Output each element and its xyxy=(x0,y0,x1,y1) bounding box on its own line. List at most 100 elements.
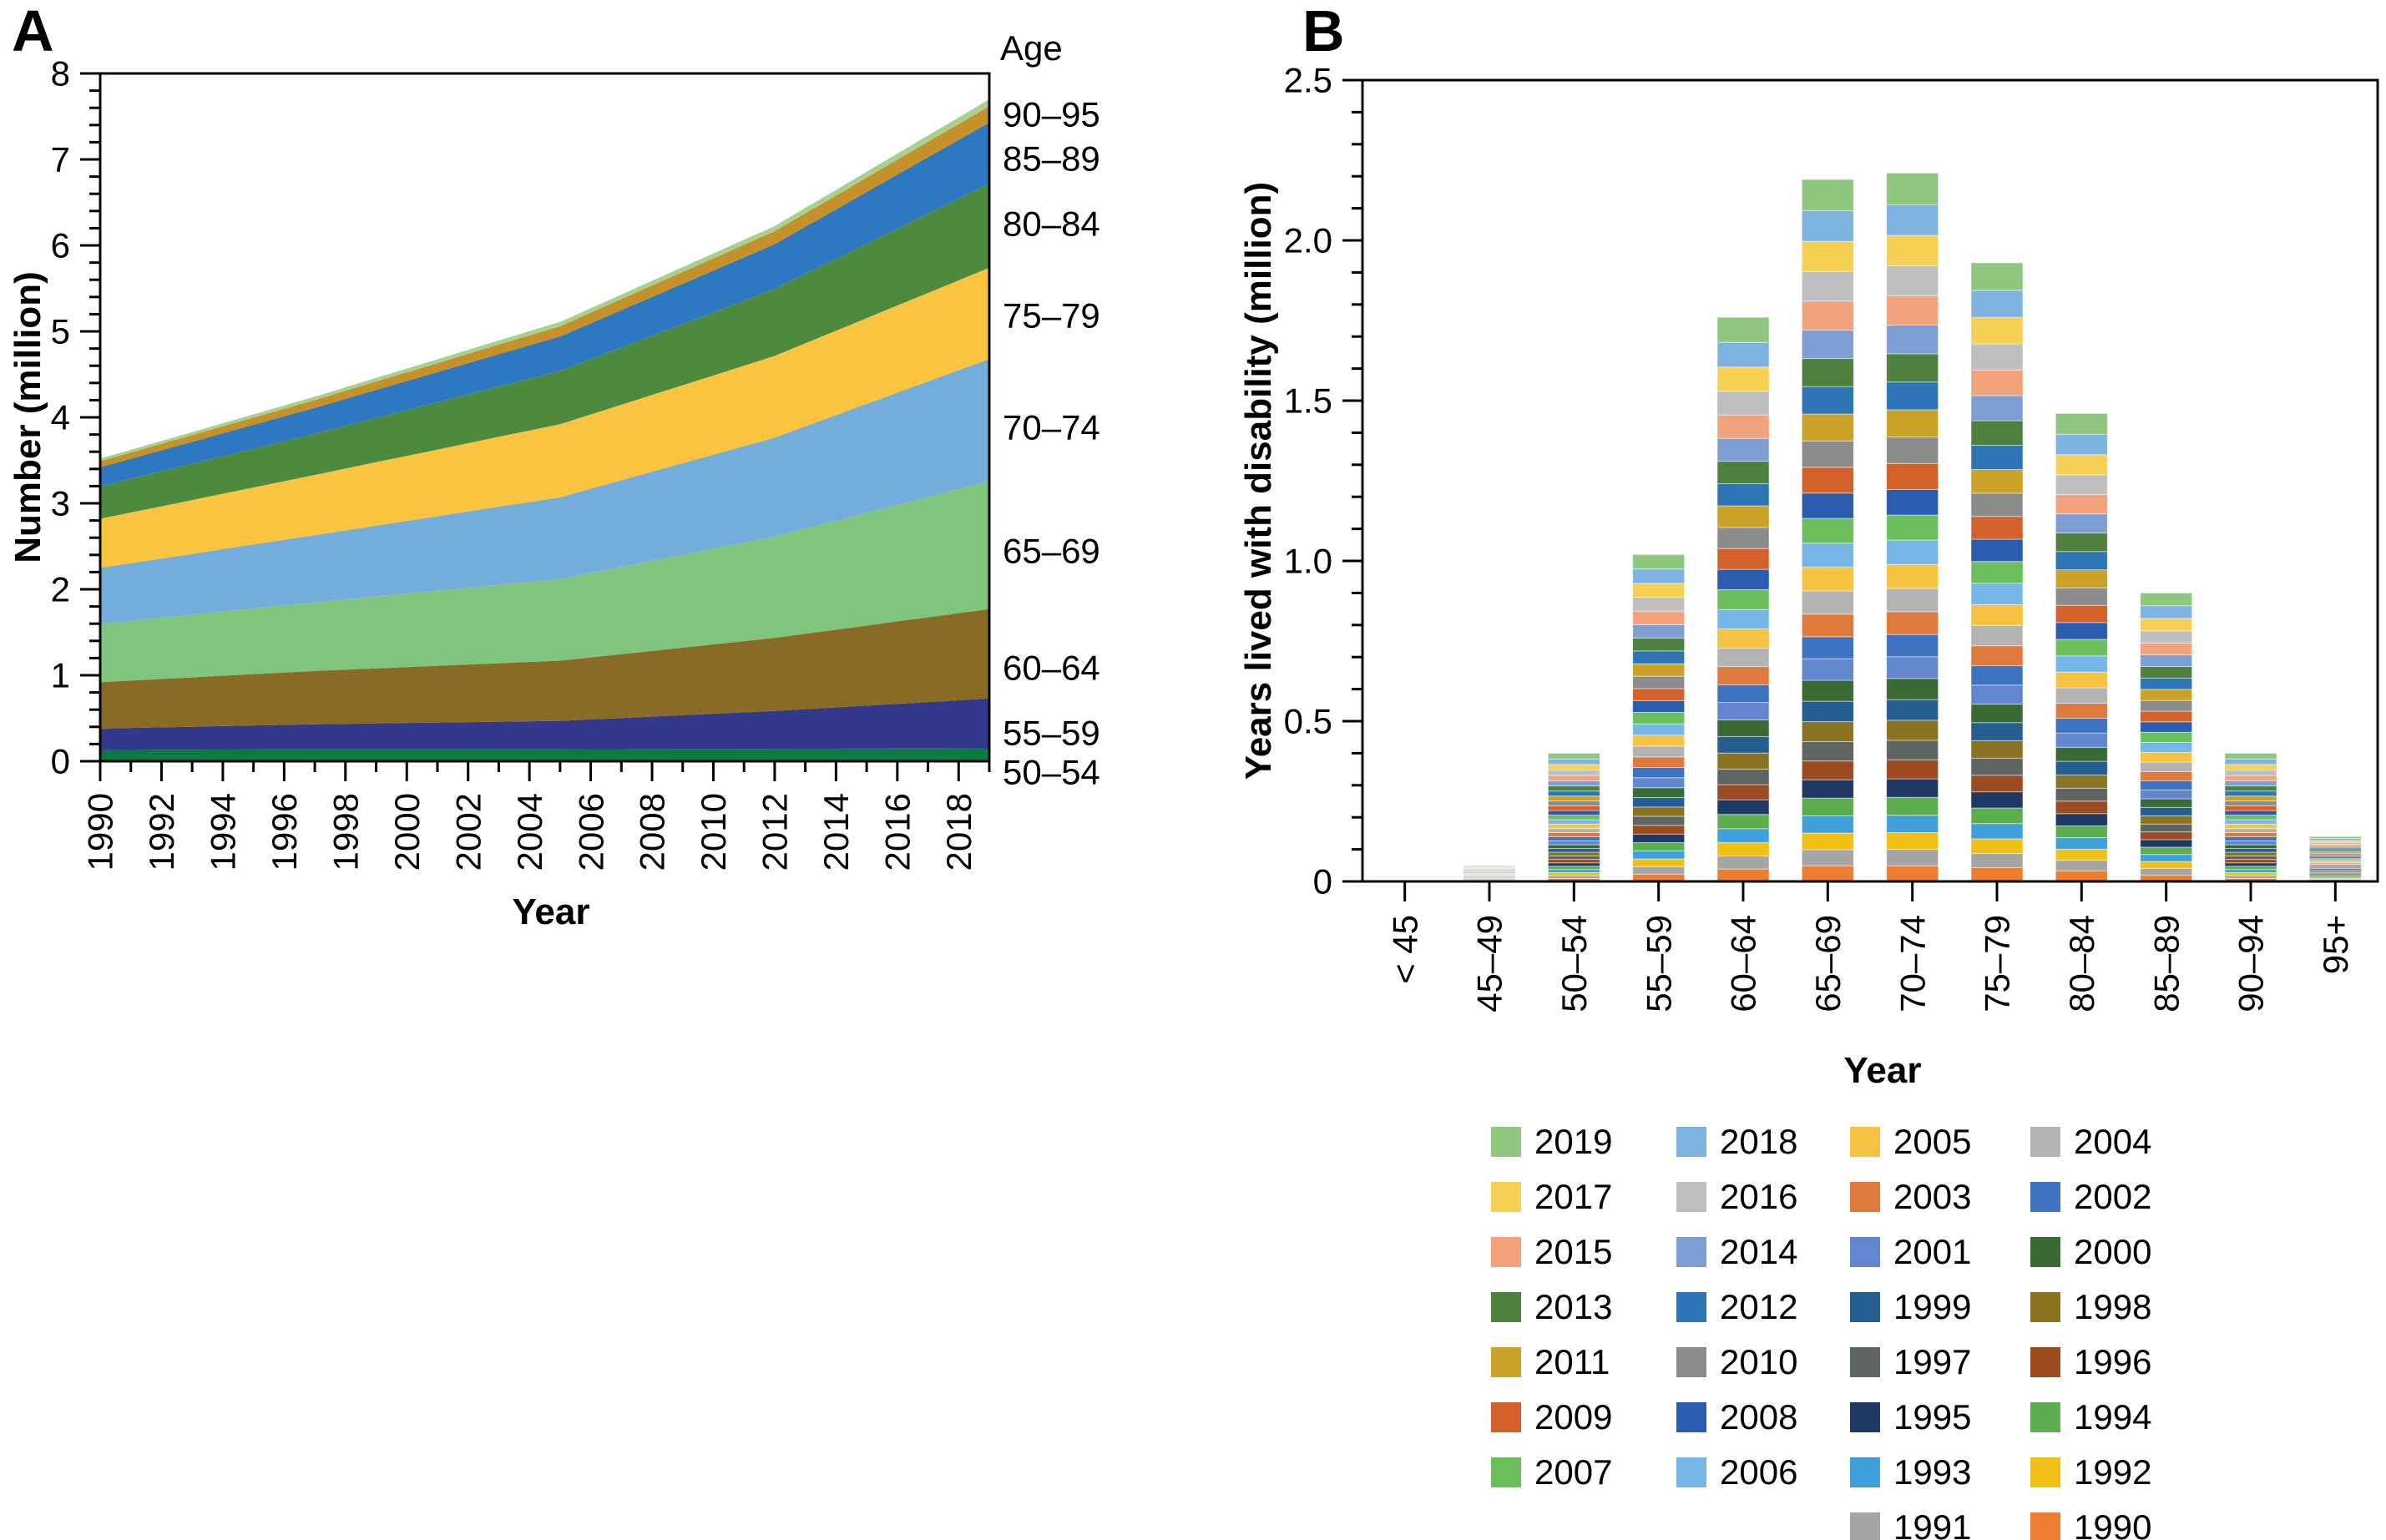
bar-segment-1991 xyxy=(1547,875,1600,880)
bar-segment-2000 xyxy=(2224,844,2277,850)
bar-segment-2019 xyxy=(1632,553,1686,570)
bar-segment-2009 xyxy=(1632,688,1686,701)
bar-segment-2016 xyxy=(1632,597,1686,612)
bar-segment-2001 xyxy=(2224,840,2277,846)
legend-label: 2013 xyxy=(1534,1287,1613,1326)
bar-segment-1996 xyxy=(2055,800,2108,815)
bar-segment-2018 xyxy=(2055,433,2108,456)
x-tick-label: 2004 xyxy=(510,793,549,871)
legend-item-1997: 1997 xyxy=(1850,1342,1971,1382)
bar-segment-2013 xyxy=(1632,637,1686,652)
bar-segment-1995 xyxy=(1632,833,1686,843)
bar-segment-1998 xyxy=(2224,851,2277,856)
bar-segment-2011 xyxy=(1716,505,1770,528)
panel-a-y-axis-title: Number (million) xyxy=(8,271,48,563)
legend-item-1998: 1998 xyxy=(2030,1287,2151,1327)
bar-segment-2012 xyxy=(1886,381,1939,411)
legend-label: 2019 xyxy=(1534,1122,1613,1161)
bar-segment-2008 xyxy=(1632,699,1686,713)
x-tick-label: 2002 xyxy=(448,793,488,871)
legend-swatch-2017 xyxy=(1491,1182,1521,1212)
legend-swatch-2002 xyxy=(2030,1182,2060,1212)
legend-swatch-1996 xyxy=(2030,1347,2060,1377)
bar-segment-2018 xyxy=(1801,210,1854,242)
bar-segment-2003 xyxy=(2055,703,2108,719)
legend-swatch-1995 xyxy=(1850,1402,1880,1432)
bar-segment-2017 xyxy=(2055,454,2108,476)
bar-segment-1996 xyxy=(1716,784,1770,800)
area-band-55–59 xyxy=(100,698,989,750)
legend-item-1993: 1993 xyxy=(1850,1452,1971,1492)
x-tick-label: 1992 xyxy=(142,793,181,871)
panel-b-letter: B xyxy=(1302,0,1345,63)
bar-segment-2002 xyxy=(1970,665,2024,686)
bar-segment-2019 xyxy=(1970,262,2024,291)
bar-segment-1995 xyxy=(2224,862,2277,867)
age-band-label: 90–95 xyxy=(1003,95,1100,134)
bar-segment-1993 xyxy=(1716,828,1770,843)
bar-segment-2003 xyxy=(1632,756,1686,768)
x-tick-label: 2010 xyxy=(694,793,733,871)
legend-swatch-2018 xyxy=(1676,1127,1706,1157)
legend-label: 2008 xyxy=(1720,1397,1798,1436)
legend-label: 1996 xyxy=(2074,1342,2152,1381)
bar-segment-1991 xyxy=(2140,867,2193,876)
legend-label: 2007 xyxy=(1534,1452,1613,1492)
bar-segment-2006 xyxy=(1886,539,1939,565)
bar-segment-2007 xyxy=(2140,731,2193,743)
bar-segment-2005 xyxy=(1632,735,1686,747)
bar-segment-2015 xyxy=(1547,775,1600,781)
bar-group-50–54 xyxy=(1547,752,1600,882)
legend-swatch-1993 xyxy=(1850,1457,1880,1487)
panel-b-y-axis-title: Years lived with disability (million) xyxy=(1238,181,1279,780)
legend-swatch-1991 xyxy=(1850,1512,1880,1540)
y-tick-label: 7 xyxy=(51,140,70,179)
bar-segment-1993 xyxy=(1547,869,1600,873)
bar-segment-2002 xyxy=(1716,684,1770,704)
bar-segment-2009 xyxy=(2140,710,2193,723)
x-tick-label: 80–84 xyxy=(2062,915,2101,1012)
area-band-75–79 xyxy=(100,267,989,568)
bar-group-75–79 xyxy=(1970,262,2024,882)
bar-segment-2018 xyxy=(2224,758,2277,765)
bar-segment-2017 xyxy=(1801,240,1854,272)
bar-group-45–49 xyxy=(1463,865,1516,882)
area-band-60–64 xyxy=(100,608,989,729)
bar-segment-1998 xyxy=(1801,721,1854,742)
legend-swatch-2012 xyxy=(1676,1292,1706,1322)
bar-segment-2014 xyxy=(1632,624,1686,639)
bar-segment-1996 xyxy=(1547,859,1600,864)
bar-segment-2013 xyxy=(1970,420,2024,446)
bar-segment-2001 xyxy=(2055,732,2108,748)
age-band-label: 80–84 xyxy=(1003,204,1100,244)
bar-segment-2013 xyxy=(1547,785,1600,792)
bar-segment-2007 xyxy=(1716,588,1770,610)
age-band-label: 60–64 xyxy=(1003,649,1100,688)
legend-item-2001: 2001 xyxy=(1850,1232,1971,1272)
bar-segment-1992 xyxy=(2224,871,2277,876)
bar-segment-1993 xyxy=(2224,869,2277,873)
legend-label: 1998 xyxy=(2074,1287,2152,1326)
age-band-label: 85–89 xyxy=(1003,139,1100,179)
x-tick-label: 1998 xyxy=(326,793,365,871)
legend-label: 2006 xyxy=(1720,1452,1798,1492)
bar-segment-2005 xyxy=(1801,567,1854,592)
panel-a-area-chart: 0 1 2 3 4 5 6 7 8 1990 1992 1994 1996 1998 2000 2002 200… xyxy=(51,54,1100,871)
bar-segment-2012 xyxy=(2055,551,2108,571)
x-tick-label: 75–79 xyxy=(1978,915,2017,1012)
legend-item-2009: 2009 xyxy=(1491,1397,1612,1437)
bar-segment-2010 xyxy=(1547,800,1600,806)
legend-label: 2001 xyxy=(1893,1232,1972,1271)
bar-segment-2018 xyxy=(1632,568,1686,584)
bar-segment-2003 xyxy=(2140,770,2193,781)
bar-segment-1994 xyxy=(1801,797,1854,816)
bar-segment-1993 xyxy=(1632,850,1686,860)
panel-a-letter: A xyxy=(12,0,54,63)
panel-a-y-axis: 0 1 2 3 4 5 6 7 8 xyxy=(51,54,100,781)
bar-segment-2013 xyxy=(1801,358,1854,387)
bar-segment-2011 xyxy=(2140,689,2193,701)
bar-segment-1998 xyxy=(1970,740,2024,759)
legend-label: 1991 xyxy=(1893,1507,1972,1540)
x-tick-label: 65–69 xyxy=(1808,915,1848,1012)
bar-segment-2009 xyxy=(1547,805,1600,811)
